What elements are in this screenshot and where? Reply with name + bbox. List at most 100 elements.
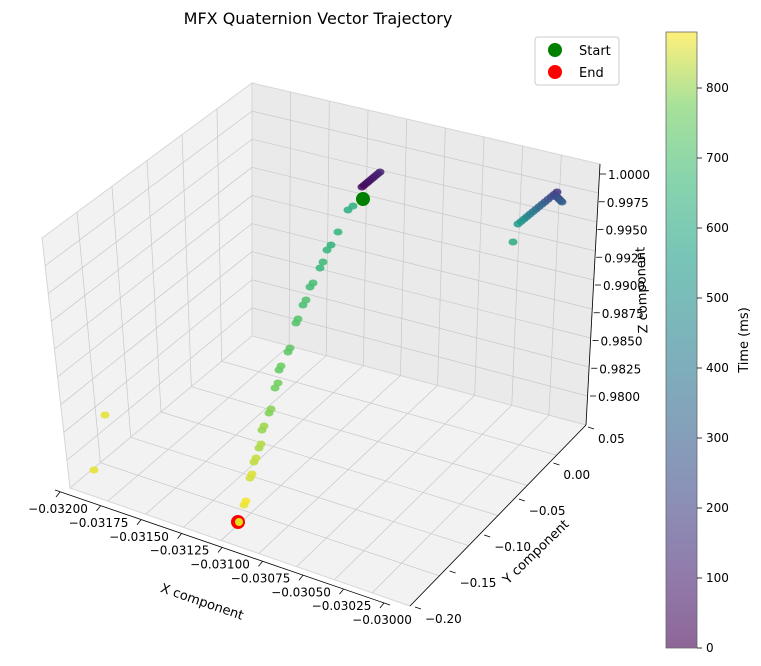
x-tick-mark — [298, 575, 304, 581]
y-tick-label: −0.10 — [494, 540, 531, 554]
x-tick-mark — [96, 505, 101, 512]
grid-line — [181, 134, 192, 387]
grid-line — [251, 110, 599, 194]
z-tick-label: 0.9825 — [599, 362, 641, 376]
x-tick-labels: −0.03200−0.03175−0.03150−0.03125−0.03100… — [28, 491, 412, 627]
y-axis-line — [409, 424, 587, 607]
y-tick-label: 0.05 — [598, 432, 625, 446]
y-tick-mark — [518, 498, 525, 502]
end-marker-inner — [235, 518, 243, 526]
y-tick-mark — [449, 570, 456, 574]
grid-line — [437, 127, 446, 386]
trajectory-point — [273, 379, 283, 387]
grid-line — [57, 223, 253, 378]
y-tick-labels: −0.20 −0.15 −0.10 −0.05 0.00 0.05 — [414, 426, 625, 626]
colorbar-tick-label: 300 — [706, 431, 729, 445]
colorbar-ticks: 0 100 200 300 400 500 600 700 800 — [697, 81, 729, 655]
colorbar-label: Time (ms) — [737, 307, 752, 374]
legend-end-label: End — [579, 66, 604, 81]
z-tick-labels: 0.9800 0.9825 0.9850 0.9875 0.9900 0.9925 0.99… — [590, 168, 650, 404]
x-axis-line — [54, 489, 391, 606]
y-tick-label: −0.05 — [529, 504, 566, 518]
trajectory-point — [301, 296, 311, 304]
grid-line — [362, 109, 369, 366]
trajectory-point — [326, 241, 336, 249]
grid-line — [251, 166, 596, 252]
y-tick-mark — [587, 426, 595, 430]
trajectory-point — [247, 470, 257, 478]
grid-line — [51, 167, 253, 322]
grid-line — [146, 160, 162, 413]
grid-line — [66, 307, 253, 461]
colorbar-tick-label: 600 — [706, 221, 729, 235]
grid-line — [44, 110, 253, 267]
grid-line — [60, 251, 253, 405]
y-tick-mark — [553, 462, 560, 466]
y-tick-label: −0.15 — [460, 576, 497, 590]
trajectory-point — [285, 344, 295, 352]
y-tick-mark — [484, 534, 491, 538]
colorbar: 0 100 200 300 400 500 600 700 800 Time (ms) — [665, 31, 752, 655]
x-tick-label: −0.03025 — [312, 599, 372, 613]
z-tick-label: 0.9900 — [603, 279, 645, 293]
trajectory-point — [513, 220, 523, 228]
grid-line — [111, 186, 132, 438]
colorbar-tick-label: 400 — [706, 361, 729, 375]
grid-line — [63, 279, 253, 433]
chart-title: MFX Quaternion Vector Trajectory — [184, 9, 453, 28]
legend-start-swatch — [548, 43, 562, 57]
grid-line — [251, 195, 594, 281]
x-tick-mark — [136, 519, 142, 525]
x-tick-label: −0.03200 — [28, 502, 88, 516]
z-axis-line — [585, 163, 601, 426]
grid-line — [251, 307, 588, 397]
z-tick-label: 0.9925 — [604, 251, 646, 265]
x-tick-mark — [339, 588, 344, 595]
z-tick-label: 0.9800 — [598, 390, 640, 404]
trajectory-point — [508, 238, 518, 246]
z-tick-label: 0.9850 — [601, 335, 643, 349]
grid-line — [474, 136, 485, 396]
grid-line — [511, 145, 524, 406]
trajectory-point — [557, 198, 567, 206]
trajectory-point — [333, 228, 343, 236]
trajectory-point — [318, 258, 328, 266]
trajectory-point — [348, 202, 358, 210]
x-tick-mark — [177, 533, 182, 539]
legend-end-swatch — [548, 65, 562, 79]
trajectory-point — [276, 362, 286, 370]
grid-line — [251, 251, 591, 339]
z-tick-label: 0.9875 — [602, 307, 644, 321]
colorbar-tick-label: 800 — [706, 81, 729, 95]
x-tick-label: −0.03150 — [109, 530, 169, 544]
trajectory-point — [293, 315, 303, 323]
trajectory-point — [241, 497, 251, 505]
x-tick-mark — [258, 561, 263, 567]
x-tick-label: −0.03125 — [150, 544, 210, 558]
x-tick-label: −0.03050 — [271, 585, 331, 599]
z-axis-label: Z component — [633, 247, 651, 334]
z-tick-label: 1.0000 — [608, 168, 650, 182]
grid-line — [288, 91, 292, 346]
legend-start-label: Start — [579, 44, 611, 59]
grid-line — [325, 100, 330, 356]
x-tick-label: −0.03100 — [190, 558, 250, 572]
x-tick-mark — [217, 547, 223, 553]
grid-line — [251, 223, 593, 310]
grid-line — [76, 212, 101, 463]
y-tick-label: 0.00 — [563, 468, 590, 482]
grid-line — [221, 360, 557, 456]
start-marker — [356, 192, 370, 206]
trajectory-point — [89, 466, 99, 474]
z-tick-label: 0.9950 — [606, 224, 648, 238]
trajectory-point — [315, 264, 325, 272]
trajectory-point — [256, 440, 266, 448]
y-tick-label: −0.20 — [425, 612, 462, 626]
x-tick-mark — [55, 491, 61, 498]
grid-line — [191, 386, 528, 486]
z-tick-label: 0.9975 — [607, 196, 649, 210]
x-tick-label: −0.03000 — [352, 613, 412, 627]
grid-line — [400, 118, 408, 376]
trajectory-point — [322, 246, 332, 254]
trajectory-point — [375, 168, 385, 176]
